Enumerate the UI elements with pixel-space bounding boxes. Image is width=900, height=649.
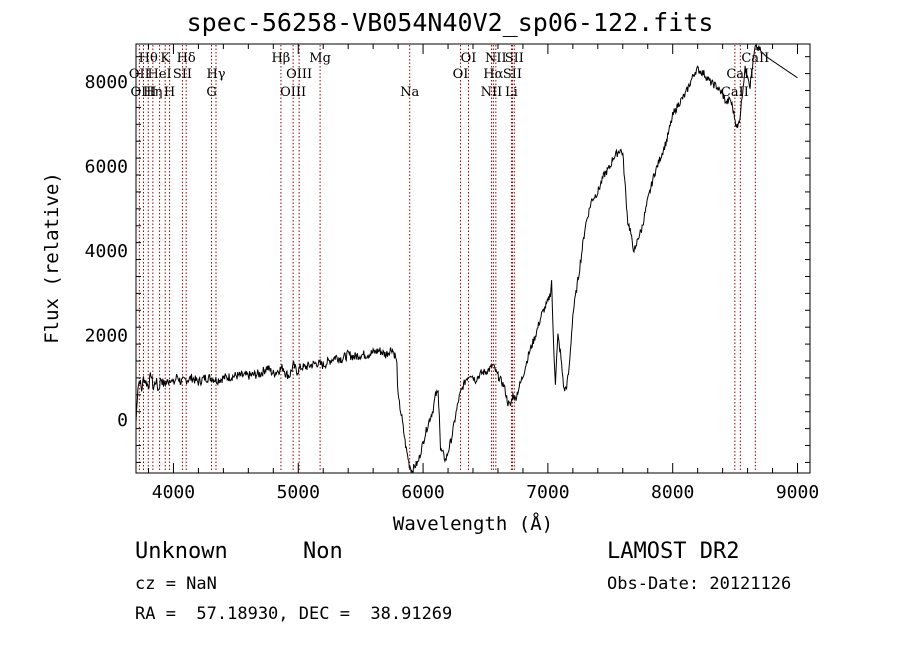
redshift-value: cz = NaN (135, 574, 217, 594)
y-axis-label: Flux (relative) (41, 172, 63, 344)
spectral-line-label: OIII (286, 67, 312, 82)
spectral-line-label: Hγ (206, 67, 225, 82)
spectral-line-label: Na (400, 85, 419, 100)
spectral-line-markers (138, 45, 756, 472)
spectral-line-label: OI (461, 51, 477, 66)
spectral-line-label: CaII (726, 67, 754, 82)
axis-ticks (136, 44, 810, 473)
x-tick-label: 8000 (651, 482, 694, 503)
spectral-line-label: OIII (130, 85, 156, 100)
flux-line (135, 43, 798, 474)
x-tick-label: 5000 (277, 482, 320, 503)
flux-series (135, 43, 798, 474)
spectral-line-label: OIII (280, 85, 306, 100)
y-tick-label: 8000 (85, 72, 128, 93)
spectral-line-label: SII (505, 51, 524, 66)
y-tick-label: 4000 (85, 241, 128, 262)
x-axis-label: Wavelength (Å) (393, 512, 553, 535)
spectral-line-label: Mg (309, 51, 331, 66)
spectral-line-label: Li (505, 85, 518, 100)
spectral-line-label: Hδ (177, 51, 196, 66)
spectral-line-label: OII (129, 67, 150, 82)
survey-label: LAMOST DR2 (607, 539, 740, 564)
x-tick-label: 7000 (526, 482, 569, 503)
spectral-line-label: Hθ (139, 51, 158, 66)
spectral-line-label: SII (173, 67, 192, 82)
x-tick-label: 9000 (776, 482, 819, 503)
spectral-line-label: CaII (741, 51, 769, 66)
class-label: Unknown (135, 539, 228, 564)
spectral-line-label: OI (453, 67, 469, 82)
coordinates: RA = 57.18930, DEC = 38.91269 (135, 604, 453, 624)
obs-date: Obs-Date: 20121126 (607, 574, 792, 594)
y-tick-label: 6000 (85, 157, 128, 178)
chart-title: spec-56258-VB054N40V2_sp06-122.fits (186, 8, 714, 37)
plot-frame (135, 43, 811, 474)
spectral-line-label: Hβ (271, 51, 290, 66)
spectral-line-labels: HθOIIOIIIHeIHηKHSIIHδHγGHβOIIIOIIIMgNaOI… (129, 51, 769, 100)
subclass-label: Non (303, 539, 343, 564)
y-tick-label: 0 (117, 410, 128, 431)
spectral-line-label: NII (485, 51, 507, 66)
spectral-line-label: Hη (143, 85, 162, 100)
x-tick-label: 4000 (152, 482, 195, 503)
x-tick-label: 6000 (401, 482, 444, 503)
spectral-line-label: HeI (148, 67, 172, 82)
spectral-line-label: NII (481, 85, 503, 100)
spectral-line-label: G (206, 85, 216, 100)
spectral-line-label: K (160, 51, 170, 66)
spectral-line-label: SII (503, 67, 522, 82)
spectral-line-label: Hα (483, 67, 503, 82)
spectral-line-label: H (164, 85, 175, 100)
tick-labels: 4000 5000 6000 7000 8000 9000 0 2000 4000 6000 800… (85, 72, 820, 503)
y-tick-label: 2000 (85, 326, 128, 347)
